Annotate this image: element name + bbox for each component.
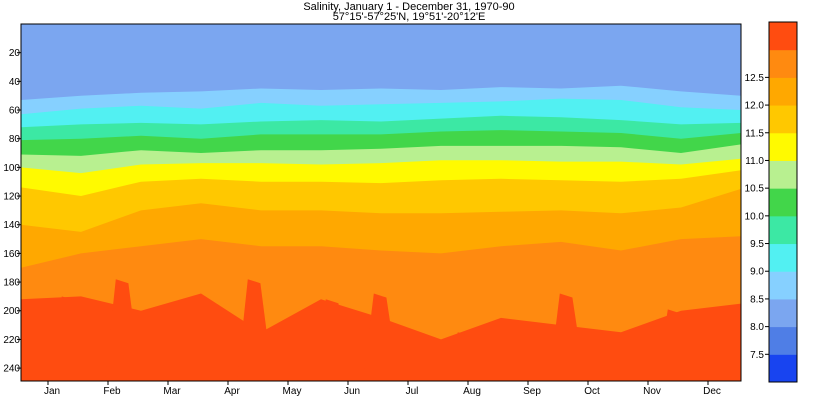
x-tick-label: Aug <box>463 386 481 397</box>
colorbar-frame <box>768 21 798 383</box>
x-tick-label: Feb <box>103 386 121 397</box>
salinity-max-patch <box>447 332 483 381</box>
colorbar-tick-label: 9.0 <box>750 267 764 278</box>
y-tick-label: 20 <box>9 48 21 59</box>
colorbar-swatch <box>769 188 797 217</box>
x-tick-label: Jan <box>44 386 60 397</box>
colorbar-swatch <box>769 271 797 300</box>
y-tick-label: 200 <box>3 306 20 317</box>
colorbar-swatch <box>769 243 797 272</box>
colorbar-tick-label: 11.0 <box>745 156 764 167</box>
y-tick-label: 40 <box>9 77 21 88</box>
x-tick-label: Mar <box>163 386 181 397</box>
colorbar-swatch <box>769 160 797 189</box>
chart-title: Salinity, January 1 - December 31, 1970-… <box>303 1 515 13</box>
y-tick-label: 240 <box>3 364 20 375</box>
colorbar-swatch <box>769 77 797 106</box>
y-axis: 20 40 60 80 100 120 140 160 180 200 220 240 <box>3 48 21 375</box>
x-axis: Jan Feb Mar Apr May Jun Jul Aug Sep Oct Nov Dec <box>44 381 721 397</box>
colorbar-tick-label: 8.0 <box>750 322 764 333</box>
salinity-max-patch <box>315 299 351 381</box>
y-tick-label: 60 <box>9 106 21 117</box>
colorbar-swatch <box>769 326 797 355</box>
salinity-max-patch <box>549 293 585 381</box>
plot-area <box>21 24 741 381</box>
chart-subtitle: 57°15'-57°25'N, 19°51'-20°12'E <box>332 11 486 23</box>
colorbar-swatch <box>769 49 797 78</box>
x-tick-label: Dec <box>703 386 721 397</box>
colorbar-tick-label: 7.5 <box>750 350 764 361</box>
colorbar-tick-label: 10.5 <box>745 184 765 195</box>
salinity-max-patch <box>195 300 231 381</box>
x-tick-label: Jul <box>406 386 419 397</box>
y-tick-label: 220 <box>3 335 20 346</box>
colorbar-tick-label: 9.5 <box>750 239 764 250</box>
colorbar-swatch <box>769 215 797 245</box>
colorbar-tick-label: 12.5 <box>745 73 765 84</box>
colorbar-legend: 7.5 8.0 8.5 9.0 9.5 10.0 10.5 11.0 11.5 12.0 12.5 <box>745 21 798 383</box>
colorbar-tick-label: 10.0 <box>745 211 765 222</box>
salinity-max-patch <box>237 279 273 381</box>
x-tick-label: Apr <box>224 386 240 397</box>
salinity-max-patch <box>657 309 693 381</box>
colorbar-tick-label: 12.0 <box>745 101 765 112</box>
salinity-max-patch <box>51 296 87 381</box>
y-tick-label: 180 <box>3 278 20 289</box>
colorbar-swatch <box>769 298 797 328</box>
x-tick-label: Nov <box>643 386 661 397</box>
colorbar-swatch <box>769 354 797 383</box>
y-tick-label: 120 <box>3 192 20 203</box>
plot-frame <box>20 23 742 382</box>
y-tick-label: 80 <box>9 134 21 145</box>
colorbar-tick-label: 8.5 <box>750 294 764 305</box>
x-tick-label: Oct <box>584 386 600 397</box>
y-tick-label: 160 <box>3 249 20 260</box>
colorbar-swatch <box>769 105 797 134</box>
salinity-max-patch <box>105 279 141 381</box>
x-tick-label: Sep <box>523 386 541 397</box>
salinity-max-patch <box>363 293 399 381</box>
colorbar-swatch <box>769 22 797 51</box>
x-tick-label: Jun <box>344 386 360 397</box>
x-tick-label: May <box>283 386 302 397</box>
colorbar-tick-label: 11.5 <box>745 128 764 139</box>
y-tick-label: 100 <box>3 163 20 174</box>
y-tick-label: 140 <box>3 220 20 231</box>
colorbar-swatch <box>769 132 797 161</box>
